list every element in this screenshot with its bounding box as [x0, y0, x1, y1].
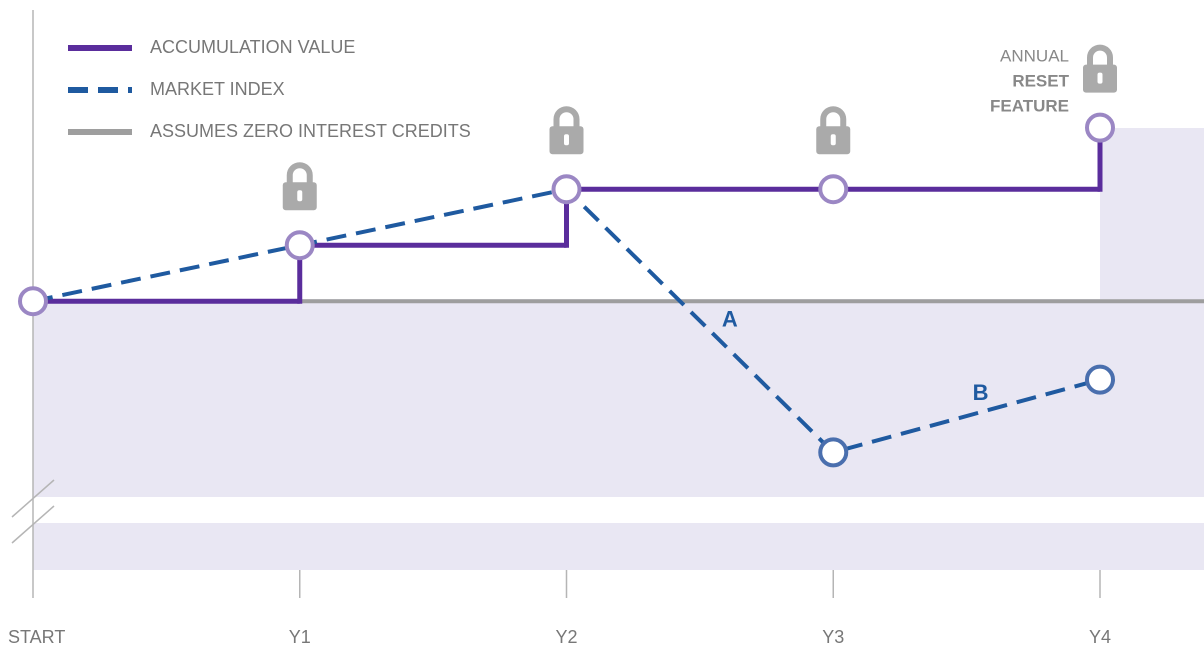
lock-label: RESET	[1012, 71, 1069, 90]
legend-label: ACCUMULATION VALUE	[150, 37, 355, 57]
x-tick-label: Y1	[289, 627, 311, 646]
lock-icon	[1083, 44, 1117, 93]
lock-hole	[1097, 72, 1103, 84]
accumulation-point	[551, 174, 582, 205]
annotation: A	[722, 307, 738, 332]
lock-hole	[564, 134, 569, 146]
accumulation-point	[1085, 112, 1115, 143]
accumulation-point	[818, 174, 849, 205]
lock-hole	[297, 190, 303, 202]
lock-label: ANNUAL	[1000, 46, 1069, 65]
accumulation-point	[284, 230, 315, 261]
x-tick-label: Y3	[822, 627, 844, 646]
legend-label: ASSUMES ZERO INTEREST CREDITS	[150, 121, 471, 141]
lock-label: FEATURE	[990, 96, 1069, 115]
legend-label: MARKET INDEX	[150, 79, 285, 99]
market-point	[818, 437, 849, 468]
lock-icon	[282, 162, 317, 211]
lock-hole	[830, 134, 836, 146]
lock-icon	[549, 106, 584, 155]
annotation: B	[973, 380, 989, 405]
lock-shackle	[286, 162, 313, 184]
axis-break	[11, 505, 55, 544]
x-tick-label: Y4	[1089, 627, 1111, 646]
shaded-area	[33, 299, 1204, 497]
lock-shackle	[1087, 44, 1113, 66]
accumulation-point	[18, 286, 48, 317]
axis-break	[11, 479, 55, 518]
x-tick-label: START	[8, 627, 65, 646]
shaded-area	[1100, 128, 1204, 299]
market-point	[1085, 364, 1115, 395]
x-tick-label: Y2	[555, 627, 577, 646]
shaded-area	[33, 523, 1204, 570]
lock-shackle	[820, 106, 847, 128]
lock-shackle	[553, 106, 580, 128]
lock-icon	[816, 106, 851, 155]
